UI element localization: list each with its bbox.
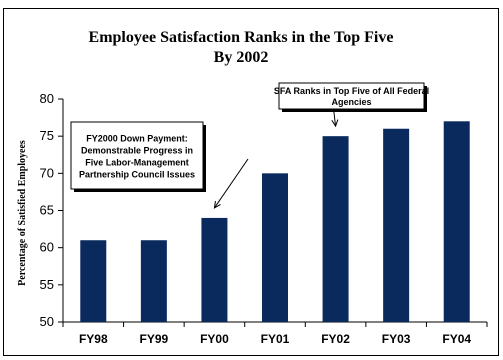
bar	[262, 173, 288, 322]
y-tick-label: 65	[40, 203, 54, 218]
annotation-text: FY2000 Down Payment:	[86, 134, 188, 144]
x-tick-label: FY99	[140, 332, 169, 346]
chart-subtitle: By 2002	[214, 49, 269, 66]
bar	[383, 129, 409, 322]
annotation-text: Demonstrable Progress in	[81, 146, 193, 156]
chart-frame: Employee Satisfaction Ranks in the Top F…	[3, 8, 499, 356]
x-tick-label: FY03	[382, 332, 411, 346]
plot-area: 50 55 60 65 70 75 80 FY98 FY99 FY00 FY01 FY02 FY03 FY…	[40, 83, 487, 346]
y-tick-label: 50	[40, 314, 54, 329]
bar-chart: Employee Satisfaction Ranks in the Top F…	[4, 9, 498, 355]
x-tick-label: FY98	[79, 332, 108, 346]
y-tick-label: 75	[40, 128, 54, 143]
y-tick-label: 80	[40, 91, 54, 106]
x-tick-label: FY04	[442, 332, 471, 346]
annotation-text: SFA Ranks in Top Five of All Federal	[274, 86, 429, 96]
bar	[141, 240, 167, 322]
bar	[201, 218, 227, 322]
y-tick-label: 70	[40, 165, 54, 180]
annotation-text: Five Labor-Management	[85, 158, 189, 168]
chart-title: Employee Satisfaction Ranks in the Top F…	[89, 29, 394, 46]
bar	[444, 121, 470, 322]
bar	[323, 136, 349, 322]
x-tick-label: FY00	[200, 332, 229, 346]
annotation-text: Agencies	[331, 97, 371, 107]
annotation-text: Partnership Council Issues	[79, 170, 195, 180]
annotation-arrow-line	[214, 159, 248, 208]
y-axis-label: Percentage of Satisfied Employees	[17, 140, 28, 286]
top-strip	[0, 0, 503, 7]
annotation-arrowhead	[214, 201, 220, 208]
x-tick-label: FY01	[261, 332, 290, 346]
x-tick-label: FY02	[321, 332, 350, 346]
bar	[80, 240, 106, 322]
y-tick-label: 55	[40, 277, 54, 292]
y-tick-label: 60	[40, 240, 54, 255]
